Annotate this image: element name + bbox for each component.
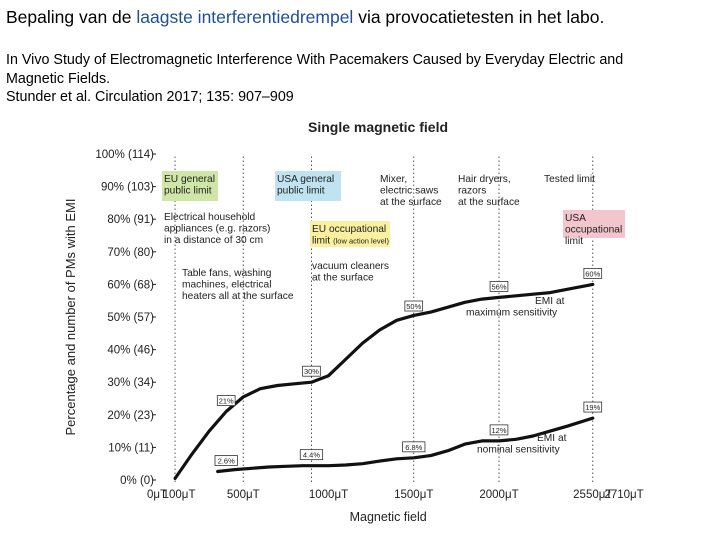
series-label-1: EMI at: [535, 296, 565, 307]
annotation-table-fans: heaters all at the surface: [182, 291, 294, 302]
annotation-eu-occupational: limit (low action level): [312, 236, 389, 247]
x-tick-label: 100μT: [163, 489, 196, 501]
series-label-2: EMI at: [537, 433, 567, 444]
data-label: 56%: [491, 282, 506, 291]
series-line-1: [173, 282, 595, 480]
annotation-table-fans: machines, electrical: [182, 280, 271, 291]
data-label: 50%: [406, 302, 421, 311]
annotation-usa-general: USA general: [277, 174, 334, 185]
series-label-2: nominal sensitivity: [477, 445, 561, 456]
annotation-hair-dryers: razors: [458, 186, 486, 197]
annotation-household: appliances (e.g. razors): [164, 224, 270, 235]
slide-title: Bepaling van de laagste interferentiedre…: [6, 7, 604, 28]
x-tick-label: 2710μT: [604, 489, 643, 501]
y-tick-label: 70% (80): [107, 247, 154, 259]
y-tick-label: 90% (103): [101, 182, 154, 194]
y-tick-label: 30% (34): [107, 377, 154, 389]
data-label-box: [214, 455, 238, 466]
data-label: 21%: [219, 397, 234, 406]
data-label: 30%: [304, 367, 319, 376]
data-label-box: [216, 395, 236, 406]
annotation-vacuum: at the surface: [312, 273, 374, 284]
data-label: 12%: [491, 426, 506, 435]
data-label-box: [489, 281, 509, 292]
data-label-box: [404, 300, 424, 312]
y-tick-label: 10% (11): [108, 442, 154, 454]
x-axis-label: Magnetic field: [350, 510, 427, 524]
slide-title-highlight: laagste interferentiedrempel: [136, 7, 354, 27]
x-tick-label: 2550μT: [573, 489, 612, 501]
annotation-highlight-usa-occupational: [563, 210, 625, 238]
y-tick-label: 20% (23): [107, 410, 154, 422]
series-label-1: maximum sensitivity: [466, 308, 558, 319]
data-label-box: [299, 449, 324, 461]
y-tick-label: 50% (57): [107, 312, 154, 324]
annotation-usa-occupational: limit: [565, 236, 583, 247]
citation-line-3: Stunder et al. Circulation 2017; 135: 90…: [6, 89, 294, 105]
annotation-highlight-usa-general: [275, 171, 341, 201]
annotation-eu-general: EU general: [164, 174, 215, 185]
data-label-box: [583, 267, 603, 279]
x-tick-label: 1500μT: [394, 489, 433, 501]
data-label: 19%: [585, 403, 600, 412]
data-label: 60%: [585, 269, 600, 278]
annotation-highlight-eu-general: [162, 171, 218, 201]
y-tick-label: 100% (114): [95, 149, 154, 161]
annotation-household: Electrical household: [164, 212, 256, 223]
citation: In Vivo Study of Electromagnetic Interfe…: [6, 51, 623, 107]
data-label-box: [402, 441, 426, 453]
annotation-eu-general: public limit: [164, 186, 212, 197]
data-label-box: [583, 401, 603, 413]
series-line-2: [216, 416, 595, 474]
y-tick-label: 0% (0): [120, 475, 154, 487]
data-label-box: [489, 424, 509, 436]
annotation-usa-occupational: occupational: [565, 225, 622, 236]
annotation-eu-occupational: EU occupational: [312, 224, 386, 235]
annotation-small-note: (low action level): [333, 237, 389, 246]
y-tick-label: 80% (91): [107, 214, 154, 226]
y-tick-label: 60% (68): [107, 279, 154, 291]
citation-line-1: In Vivo Study of Electromagnetic Interfe…: [6, 52, 624, 68]
y-axis-label: Percentage and number of PMs with EMI: [63, 198, 78, 435]
annotation-hair-dryers: at the surface: [458, 197, 520, 208]
annotation-vacuum: vacuum cleaners: [312, 261, 389, 272]
slide-title-post: via provocatietesten in het labo.: [353, 7, 605, 27]
annotation-usa-general: public limit: [277, 186, 325, 197]
x-tick-label: 2000μT: [479, 489, 518, 501]
annotation-tested-limit: Tested limit: [544, 174, 595, 185]
chart-title: Single magnetic field: [308, 119, 448, 135]
x-tick-label: 1000μT: [309, 489, 348, 501]
slide-title-pre: Bepaling van de: [6, 7, 137, 27]
x-tick-label: 500μT: [227, 489, 260, 501]
annotation-household: in a distance of 30 cm: [164, 235, 263, 246]
annotation-highlight-eu-occupational: [310, 221, 390, 247]
annotation-usa-occupational: USA: [565, 213, 586, 224]
citation-line-2: Magnetic Fields.: [6, 70, 111, 87]
y-tick-label: 40% (46): [107, 345, 154, 357]
annotation-mixer: electric saws: [380, 186, 438, 197]
annotation-table-fans: Table fans, washing: [182, 268, 272, 279]
data-label-box: [302, 365, 321, 377]
data-label: 6.8%: [405, 443, 422, 452]
annotation-mixer: at the surface: [380, 197, 442, 208]
annotation-hair-dryers: Hair dryers,: [458, 174, 511, 185]
data-label: 2.6%: [218, 457, 235, 466]
x-tick-label: 0μT: [147, 489, 167, 501]
data-label: 4.4%: [303, 451, 320, 460]
annotation-mixer: Mixer,: [380, 174, 407, 185]
